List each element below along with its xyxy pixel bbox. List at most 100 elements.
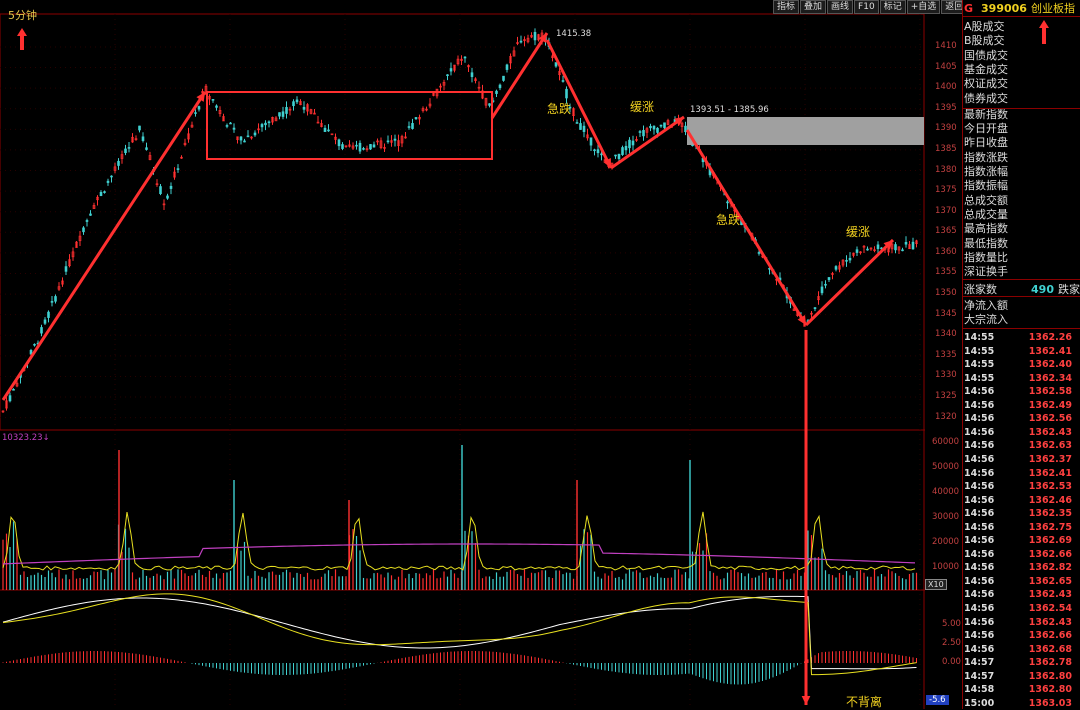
tick-row: 14:56 1362.43 <box>964 616 1080 630</box>
instrument-prefix: G <box>964 1 974 15</box>
kline-chart-area[interactable]: 1415.38 1393.51 - 1385.96 急跌 缓涨 急跌 缓涨 不背… <box>0 0 925 709</box>
instrument-header[interactable]: G 399006 创业板指 <box>964 0 1080 16</box>
macd-tick-label: 2.50 <box>942 638 961 648</box>
volume-tick-label: 10000 <box>932 562 960 572</box>
high-annotation: 1415.38 <box>556 29 591 39</box>
tick-price: 1362.35 <box>1028 508 1072 520</box>
tick-price: 1362.43 <box>1028 616 1072 628</box>
tick-price: 1362.43 <box>1028 426 1072 438</box>
sharp-drop-label-2: 急跌 <box>716 212 740 227</box>
tick-row: 14:56 1362.35 <box>964 507 1080 521</box>
tick-row: 14:56 1362.53 <box>964 480 1080 494</box>
quote-field-label: 国债成交 <box>964 48 1008 62</box>
rebound-arrow-1-head <box>674 117 684 126</box>
gap-zone <box>687 117 924 145</box>
tick-row: 14:56 1362.66 <box>964 629 1080 643</box>
tick-time: 14:56 <box>964 589 995 601</box>
fall-count: 490 <box>1031 283 1054 296</box>
panel-separator <box>962 296 1080 297</box>
candlesticks <box>1 28 918 414</box>
price-tick-label: 1375 <box>935 185 957 196</box>
tick-price: 1362.65 <box>1028 575 1072 587</box>
downtrend-arrow-1 <box>545 39 613 169</box>
tick-time: 14:56 <box>964 562 995 574</box>
price-tick-label: 1360 <box>935 246 957 257</box>
tick-time: 14:56 <box>964 521 995 533</box>
price-tick-label: 1410 <box>935 40 957 51</box>
tick-row: 15:00 1363.03 <box>964 697 1080 710</box>
tick-time: 14:56 <box>964 603 995 614</box>
period-label[interactable]: 5分钟 <box>8 9 37 22</box>
quote-field-label: 昨日收盘 <box>964 136 1008 150</box>
tick-price: 1362.26 <box>1028 332 1072 343</box>
tick-row: 14:55 1362.40 <box>964 358 1080 372</box>
instrument-code: 399006 <box>981 1 1027 15</box>
sharp-drop-label-1: 急跌 <box>547 101 571 116</box>
overlay-button[interactable]: 叠加 <box>800 0 827 14</box>
tick-time: 14:56 <box>964 535 995 547</box>
tick-row: 14:56 1362.46 <box>964 494 1080 508</box>
price-tick-label: 1320 <box>935 411 957 422</box>
tick-time: 14:56 <box>964 413 995 425</box>
tick-price: 1362.43 <box>1028 589 1072 601</box>
price-tick-label: 1365 <box>935 226 957 237</box>
uptrend-arrow-2-head <box>538 33 547 43</box>
tick-row: 14:56 1362.54 <box>964 602 1080 616</box>
price-tick-label: 1370 <box>935 205 957 216</box>
breadth-row: 涨家数 490 跌家 <box>964 281 1080 297</box>
mark-button[interactable]: 标记 <box>879 0 906 14</box>
tick-row: 14:56 1362.37 <box>964 453 1080 467</box>
tick-row: 14:56 1362.82 <box>964 561 1080 575</box>
toolbar: 指标 叠加 画线 F10 标记 +自选 返回 <box>772 0 968 14</box>
quote-field-label: 权证成交 <box>964 77 1008 91</box>
back-button[interactable]: 返回 <box>941 0 968 14</box>
instrument-name: 创业板指 <box>1030 2 1075 15</box>
volume-tick-label: 20000 <box>932 537 960 547</box>
draw-line-button[interactable]: 画线 <box>827 0 854 14</box>
price-tick-label: 1350 <box>935 288 957 299</box>
f10-button[interactable]: F10 <box>854 0 879 14</box>
quote-panel <box>962 0 1080 709</box>
quote-field-label: 指数涨幅 <box>964 165 1008 178</box>
tick-row: 14:56 1362.41 <box>964 467 1080 481</box>
flow-field-label: 净流入额 <box>964 299 1008 312</box>
price-panel-border <box>0 13 925 431</box>
macd-histogram <box>2 651 917 685</box>
tick-time: 14:56 <box>964 508 995 520</box>
tick-time: 14:55 <box>964 372 995 384</box>
tick-price: 1362.78 <box>1028 657 1072 669</box>
tick-price: 1362.80 <box>1028 684 1072 696</box>
quote-field-label: 指数振幅 <box>964 179 1008 193</box>
tick-row: 14:56 1362.63 <box>964 439 1080 453</box>
tick-row: 14:56 1362.75 <box>964 521 1080 535</box>
fall-count-label: 跌家 <box>1058 283 1080 296</box>
tick-time: 14:56 <box>964 575 995 587</box>
tick-time: 14:56 <box>964 494 995 506</box>
tick-time: 14:55 <box>964 345 995 357</box>
quote-field-label: 债券成交 <box>964 91 1008 105</box>
price-tick-label: 1405 <box>935 61 957 72</box>
no-divergence-label: 不背离 <box>846 694 882 709</box>
quote-field-label: 总成交量 <box>964 207 1008 221</box>
tick-time: 14:57 <box>964 670 995 682</box>
tick-time: 14:56 <box>964 426 995 438</box>
tick-time: 14:58 <box>964 684 995 696</box>
tick-row: 14:58 1362.80 <box>964 683 1080 697</box>
tick-price: 1362.34 <box>1028 372 1072 384</box>
price-tick-label: 1325 <box>935 391 957 402</box>
tick-price: 1362.53 <box>1028 481 1072 493</box>
tick-row: 14:56 1362.68 <box>964 643 1080 657</box>
tick-price: 1362.63 <box>1028 440 1072 452</box>
volume-tick-label: 40000 <box>932 487 960 497</box>
add-watchlist-button[interactable]: +自选 <box>906 0 941 14</box>
tick-time: 15:00 <box>964 697 995 709</box>
tick-row: 14:56 1362.43 <box>964 588 1080 602</box>
tick-time: 14:56 <box>964 481 995 493</box>
panel-separator <box>962 108 1080 109</box>
macd-current-value: -5.6 <box>926 695 949 705</box>
price-tick-label: 1345 <box>935 308 957 319</box>
indicator-button[interactable]: 指标 <box>773 0 800 14</box>
tick-row: 14:56 1362.58 <box>964 385 1080 399</box>
tick-time: 14:56 <box>964 440 995 452</box>
tick-time: 14:56 <box>964 630 995 642</box>
